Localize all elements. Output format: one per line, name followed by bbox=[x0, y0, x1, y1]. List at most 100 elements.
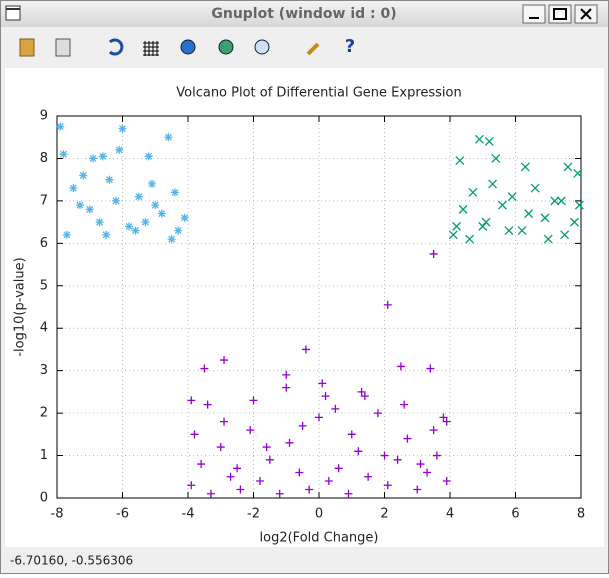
data-point bbox=[403, 434, 412, 443]
data-point bbox=[465, 234, 475, 244]
data-point bbox=[111, 196, 120, 205]
data-point bbox=[413, 485, 422, 494]
data-point bbox=[321, 392, 330, 401]
data-point bbox=[429, 249, 438, 258]
window-title: Gnuplot (window id : 0) bbox=[211, 6, 396, 22]
y-tick-label: 0 bbox=[40, 491, 48, 506]
data-point bbox=[540, 213, 550, 223]
x-tick-label: -2 bbox=[247, 507, 260, 522]
data-point bbox=[560, 230, 570, 240]
data-point bbox=[504, 226, 514, 236]
data-point bbox=[203, 400, 212, 409]
data-point bbox=[75, 201, 84, 210]
next-zoom-button[interactable] bbox=[218, 39, 234, 55]
y-tick-label: 9 bbox=[40, 109, 48, 124]
data-point bbox=[574, 200, 584, 210]
data-point bbox=[134, 192, 143, 201]
data-point bbox=[170, 188, 179, 197]
data-point bbox=[315, 413, 323, 422]
data-point bbox=[118, 124, 127, 133]
data-point bbox=[125, 222, 134, 231]
data-point bbox=[174, 226, 183, 235]
data-point bbox=[157, 209, 166, 218]
data-point bbox=[206, 489, 215, 498]
plot-border bbox=[56, 115, 582, 499]
data-point bbox=[563, 162, 573, 172]
y-tick-label: 2 bbox=[40, 406, 48, 421]
status-text: -6.70160, -0.556306 bbox=[10, 554, 133, 568]
data-point bbox=[98, 152, 107, 161]
data-point bbox=[488, 179, 498, 189]
data-point bbox=[347, 430, 356, 439]
y-tick-label: 1 bbox=[40, 448, 48, 463]
data-point bbox=[400, 400, 409, 409]
data-point bbox=[429, 426, 438, 435]
data-point bbox=[432, 451, 441, 460]
data-point bbox=[393, 455, 402, 464]
help-button[interactable]: ? bbox=[345, 36, 355, 57]
copy-button[interactable] bbox=[19, 38, 35, 57]
data-point bbox=[383, 481, 392, 490]
data-point bbox=[282, 383, 291, 392]
data-point bbox=[383, 300, 392, 309]
print-button[interactable] bbox=[55, 38, 71, 57]
data-point bbox=[151, 201, 160, 210]
x-axis-label: log2(Fold Change) bbox=[260, 531, 379, 546]
data-point bbox=[131, 226, 140, 235]
data-point bbox=[354, 447, 363, 456]
data-point bbox=[442, 417, 451, 426]
data-point bbox=[233, 464, 242, 473]
grid-button[interactable] bbox=[143, 41, 159, 56]
data-point bbox=[364, 472, 373, 481]
data-point bbox=[62, 230, 71, 239]
y-tick-label: 3 bbox=[40, 363, 48, 378]
y-tick-label: 7 bbox=[40, 193, 48, 208]
data-point bbox=[102, 230, 111, 239]
data-point bbox=[305, 485, 314, 494]
y-tick-label: 6 bbox=[40, 236, 48, 251]
data-point bbox=[468, 187, 478, 197]
data-point bbox=[95, 218, 104, 227]
prev-zoom-button[interactable] bbox=[180, 39, 196, 55]
data-point bbox=[249, 396, 258, 405]
data-point bbox=[226, 472, 235, 481]
x-tick-label: 6 bbox=[511, 507, 519, 522]
data-point bbox=[524, 209, 534, 219]
data-point bbox=[442, 477, 451, 486]
data-point bbox=[517, 226, 527, 236]
data-point bbox=[197, 460, 206, 469]
data-point bbox=[573, 168, 583, 178]
data-point bbox=[439, 413, 448, 422]
data-point bbox=[256, 477, 265, 486]
data-point bbox=[275, 489, 284, 498]
data-point bbox=[105, 175, 114, 184]
y-tick-label: 4 bbox=[40, 321, 48, 336]
data-point bbox=[167, 235, 176, 244]
data-point bbox=[497, 200, 507, 210]
minimize-button[interactable] bbox=[522, 4, 546, 24]
data-point bbox=[180, 213, 189, 222]
y-axis-label: -log10(p-value) bbox=[13, 257, 28, 356]
data-point bbox=[475, 134, 484, 144]
data-point bbox=[301, 345, 310, 354]
data-point bbox=[190, 430, 199, 439]
data-point bbox=[89, 154, 98, 163]
maximize-button[interactable] bbox=[548, 4, 572, 24]
data-point bbox=[458, 204, 468, 214]
data-point bbox=[324, 477, 333, 486]
replot-button[interactable] bbox=[108, 38, 124, 56]
data-point bbox=[550, 196, 560, 206]
autoscale-button[interactable] bbox=[254, 39, 270, 55]
data-point bbox=[141, 218, 150, 227]
data-point bbox=[262, 443, 271, 452]
data-point bbox=[344, 489, 353, 498]
data-point bbox=[295, 468, 304, 477]
x-tick-label: -8 bbox=[51, 507, 64, 522]
data-point bbox=[426, 364, 435, 373]
data-point bbox=[318, 379, 327, 388]
x-tick-label: 4 bbox=[446, 507, 454, 522]
data-point bbox=[282, 370, 291, 379]
config-button[interactable] bbox=[306, 42, 320, 56]
chart-title: Volcano Plot of Differential Gene Expres… bbox=[176, 86, 462, 101]
data-point bbox=[164, 133, 173, 142]
